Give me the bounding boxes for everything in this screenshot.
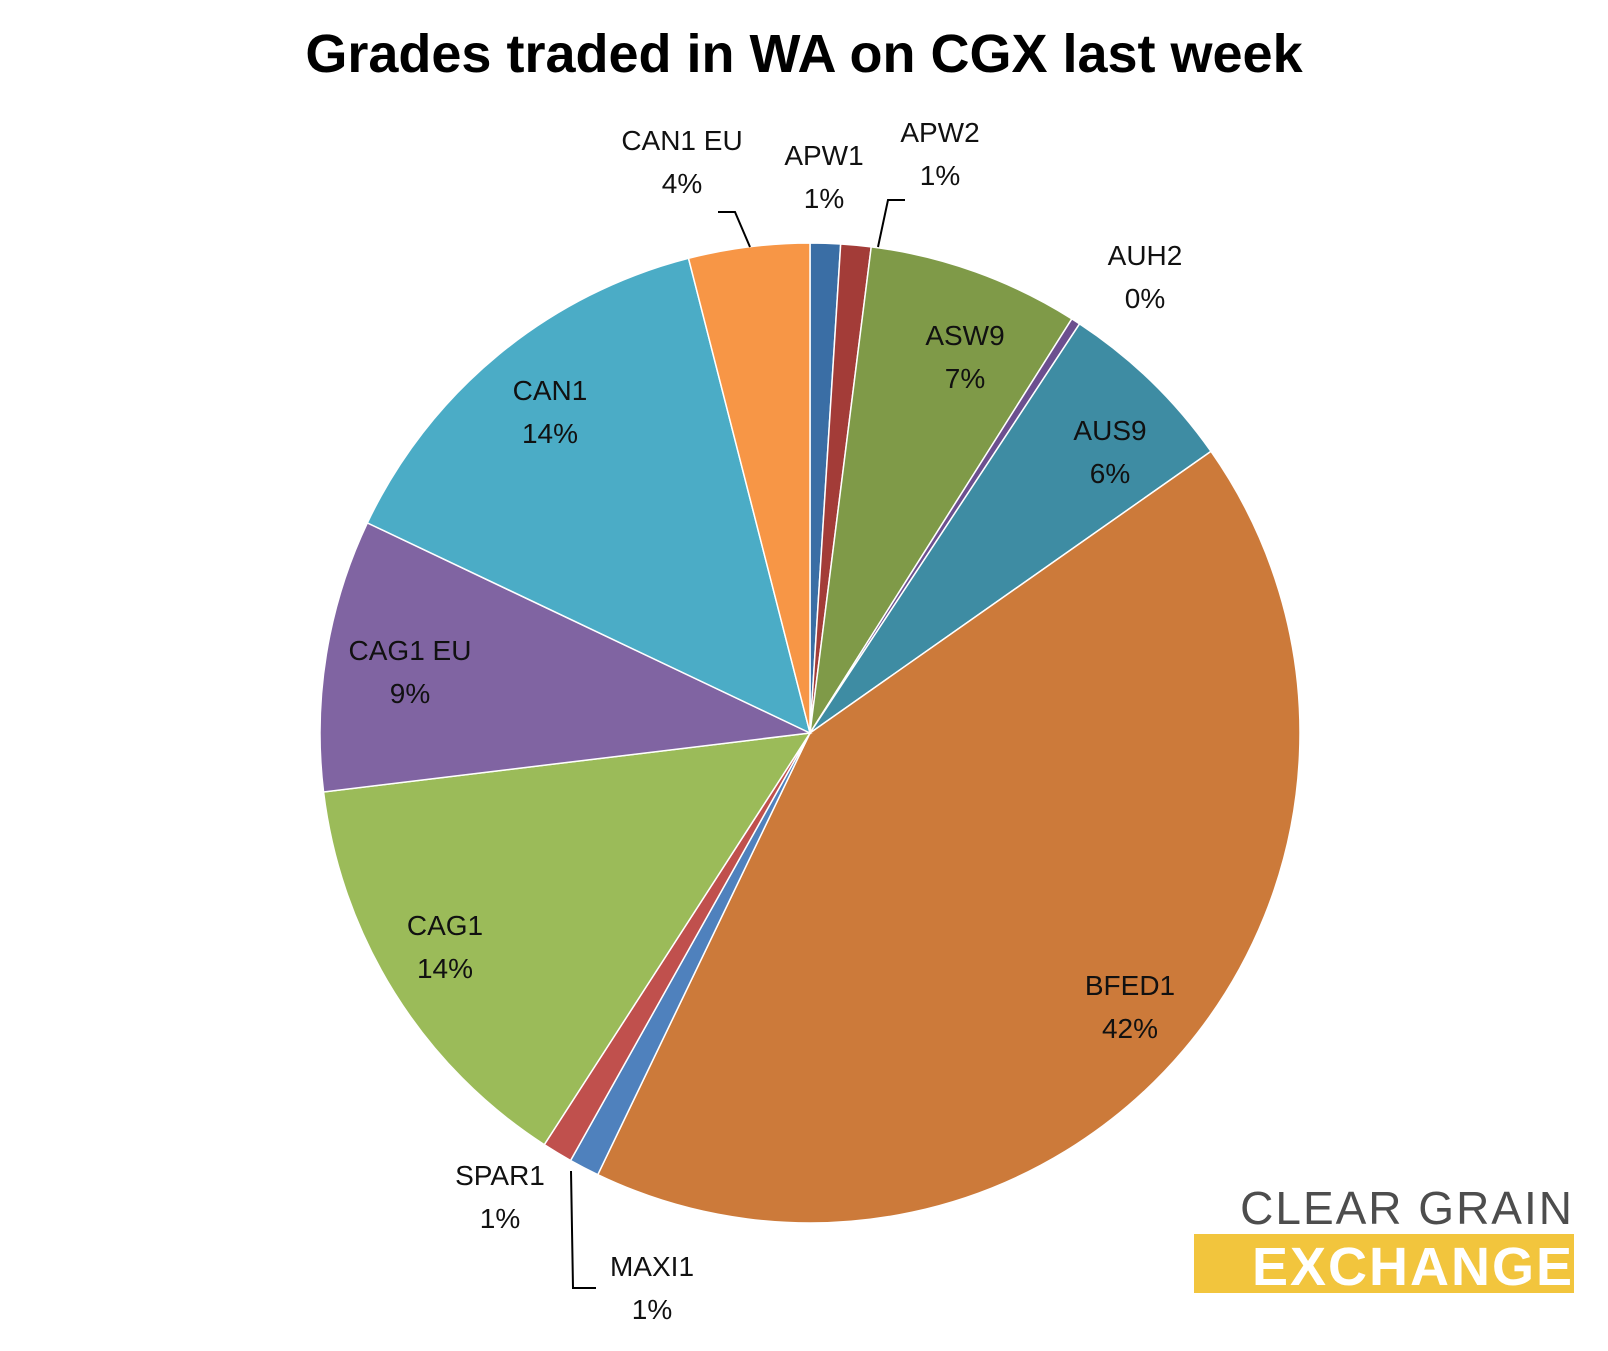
leader-line-apw2 xyxy=(877,199,905,248)
slice-can1 xyxy=(366,257,812,735)
pie-slices xyxy=(319,242,1301,1224)
slice-percent: 14% xyxy=(417,953,473,984)
slice-asw9 xyxy=(809,246,1073,734)
slice-percent: 0% xyxy=(1125,283,1165,314)
slice-name: SPAR1 xyxy=(455,1160,545,1191)
slice-label-auh2: AUH2 0% xyxy=(1108,240,1183,314)
logo-bar xyxy=(1194,1234,1574,1293)
slice-name: CAN1 EU xyxy=(621,125,742,156)
slice-name: AUH2 xyxy=(1108,240,1183,271)
logo-line-2: EXCHANGE xyxy=(1252,1237,1574,1297)
slice-percent: 1% xyxy=(804,183,844,214)
slice-name: BFED1 xyxy=(1085,970,1175,1001)
chart-title: Grades traded in WA on CGX last week xyxy=(305,24,1303,84)
slice-label-asw9: ASW9 7% xyxy=(925,320,1004,394)
slice-name: CAN1 xyxy=(513,375,588,406)
slice-aus9 xyxy=(809,322,1213,734)
slice-cag1-eu xyxy=(319,521,813,793)
slice-name: APW1 xyxy=(784,140,863,171)
slice-percent: 42% xyxy=(1102,1013,1158,1044)
slice-bfed1 xyxy=(596,450,1301,1224)
leader-line-maxi1 xyxy=(570,1170,596,1289)
slice-label-aus9: AUS9 6% xyxy=(1073,415,1146,489)
slice-name: MAXI1 xyxy=(610,1251,694,1282)
slice-name: CAG1 EU xyxy=(349,635,472,666)
slice-name: AUS9 xyxy=(1073,415,1146,446)
slice-label-apw2: APW2 1% xyxy=(900,117,979,191)
slice-percent: 4% xyxy=(662,168,702,199)
slice-label-can1: CAN1 14% xyxy=(513,375,588,449)
slice-label-bfed1: BFED1 42% xyxy=(1085,970,1175,1044)
leader-lines xyxy=(570,199,905,1289)
slice-percent: 1% xyxy=(920,160,960,191)
slice-cag1 xyxy=(322,732,812,1146)
leader-line-can1-eu xyxy=(718,211,751,248)
slice-percent: 14% xyxy=(522,418,578,449)
slice-can1-eu xyxy=(687,242,811,734)
slice-label-apw1: APW1 1% xyxy=(784,140,863,214)
clear-grain-exchange-logo: CLEAR GRAIN EXCHANGE xyxy=(1194,1182,1574,1297)
slice-label-cag1: CAG1 14% xyxy=(407,910,483,984)
slice-percent: 6% xyxy=(1090,458,1130,489)
slice-label-spar1: SPAR1 1% xyxy=(455,1160,545,1234)
slice-label-cag1-eu: CAG1 EU 9% xyxy=(349,635,472,709)
slice-labels: APW1 1% APW2 1% ASW9 7% AUH2 0% AUS9 6% BFED1 42% MA… xyxy=(349,117,1183,1325)
slice-name: ASW9 xyxy=(925,320,1004,351)
slice-label-can1-eu: CAN1 EU 4% xyxy=(621,125,742,199)
slice-percent: 1% xyxy=(632,1294,672,1325)
slice-percent: 9% xyxy=(390,678,430,709)
slice-percent: 7% xyxy=(945,363,985,394)
slice-name: CAG1 xyxy=(407,910,483,941)
logo-line-1: CLEAR GRAIN xyxy=(1240,1182,1574,1234)
slice-name: APW2 xyxy=(900,117,979,148)
slice-label-maxi1: MAXI1 1% xyxy=(610,1251,694,1325)
slice-percent: 1% xyxy=(480,1203,520,1234)
